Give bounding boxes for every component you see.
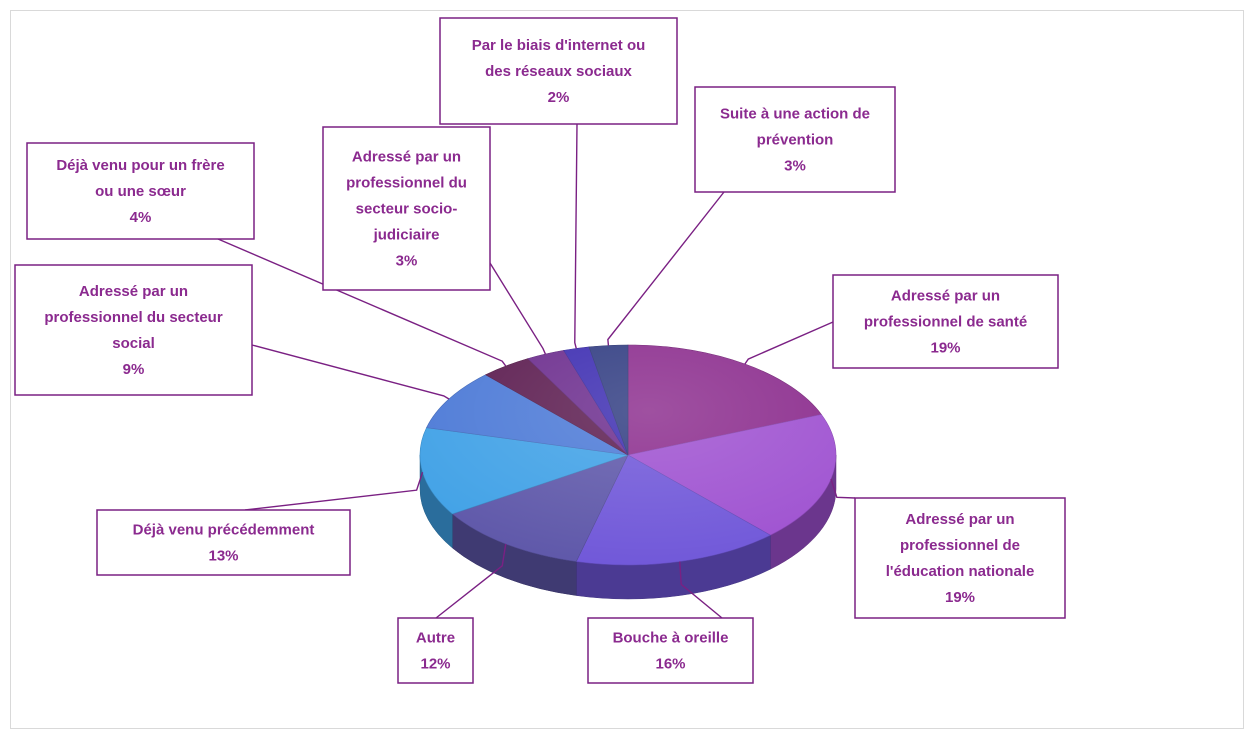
data-label-box-8 (439, 17, 678, 125)
data-label-text-1-1: professionnel de (900, 537, 1020, 554)
pie-top-group (419, 344, 837, 566)
data-label-text-5-0: Adressé par un (79, 283, 188, 300)
leader-lines (217, 123, 856, 619)
data-label-text-5-2: social (112, 335, 155, 352)
data-label-box-4 (96, 509, 351, 576)
data-label-text-7-3: judiciaire (373, 227, 440, 244)
data-label-1: Adressé par un professionnel de l'éducatio… (854, 497, 1066, 619)
leader-line-1 (830, 478, 856, 499)
data-label-value-3: 12% (420, 656, 450, 673)
data-label-text-1-0: Adressé par un (905, 511, 1014, 528)
data-label-box-7 (322, 126, 491, 291)
data-label-4: Déjà venu précédemment 13% (96, 509, 351, 576)
data-label-text-9-0: Suite à une action de (720, 106, 870, 123)
data-label-3: Autre 12% (397, 617, 474, 684)
data-label-text-7-1: professionnel du (346, 175, 467, 192)
data-label-box-1 (854, 497, 1066, 619)
data-label-box-0 (832, 274, 1059, 369)
data-label-value-7: 3% (396, 253, 418, 270)
data-label-text-8-0: Par le biais d'internet ou (472, 37, 646, 54)
data-label-text-2-0: Bouche à oreille (613, 630, 729, 647)
data-label-text-0-0: Adressé par un (891, 288, 1000, 305)
data-label-text-7-0: Adressé par un (352, 149, 461, 166)
leader-line-2 (679, 561, 723, 619)
leader-line-6 (217, 238, 507, 367)
leader-line-8 (574, 123, 578, 349)
data-label-2: Bouche à oreille 16% (587, 617, 754, 684)
data-label-value-0: 19% (930, 340, 960, 357)
data-label-text-1-2: l'éducation nationale (886, 563, 1035, 580)
leader-line-7 (489, 262, 547, 355)
data-label-value-8: 2% (548, 89, 570, 106)
data-label-text-6-1: ou une sœur (95, 183, 186, 200)
data-label-value-6: 4% (130, 209, 152, 226)
data-label-box-5 (14, 264, 253, 396)
data-label-text-9-1: prévention (757, 132, 834, 149)
data-label-9: Suite à une action de prévention 3% (694, 86, 896, 193)
leader-line-5 (251, 344, 450, 400)
data-label-box-3 (397, 617, 474, 684)
data-label-7: Adressé par un professionnel du secteur so… (322, 126, 491, 291)
leader-line-9 (607, 191, 725, 346)
data-label-text-8-1: des réseaux sociaux (485, 63, 632, 80)
data-label-text-5-1: professionnel du secteur (44, 309, 223, 326)
data-label-text-6-0: Déjà venu pour un frère (56, 157, 224, 174)
data-label-5: Adressé par un professionnel du secteur so… (14, 264, 253, 396)
data-label-value-1: 19% (945, 589, 975, 606)
data-label-text-4-0: Déjà venu précédemment (133, 522, 315, 539)
data-label-text-3-0: Autre (416, 630, 455, 647)
data-label-value-5: 9% (123, 361, 145, 378)
data-label-text-0-1: professionnel de santé (864, 314, 1027, 331)
pie-side-group (419, 454, 837, 600)
pie-gloss (420, 345, 836, 565)
data-label-value-4: 13% (208, 548, 238, 565)
data-label-box-9 (694, 86, 896, 193)
data-label-value-2: 16% (655, 656, 685, 673)
data-label-text-7-2: secteur socio- (356, 201, 458, 218)
data-label-box-2 (587, 617, 754, 684)
data-label-value-9: 3% (784, 158, 806, 175)
leader-line-3 (435, 543, 507, 619)
data-label-6: Déjà venu pour un frère ou une sœur 4% (26, 142, 255, 240)
data-label-0: Adressé par un professionnel de santé 19% (832, 274, 1059, 369)
leader-line-4 (244, 471, 424, 511)
leader-line-0 (744, 321, 834, 365)
data-label-box-6 (26, 142, 255, 240)
data-label-8: Par le biais d'internet ou des réseaux so… (439, 17, 678, 125)
